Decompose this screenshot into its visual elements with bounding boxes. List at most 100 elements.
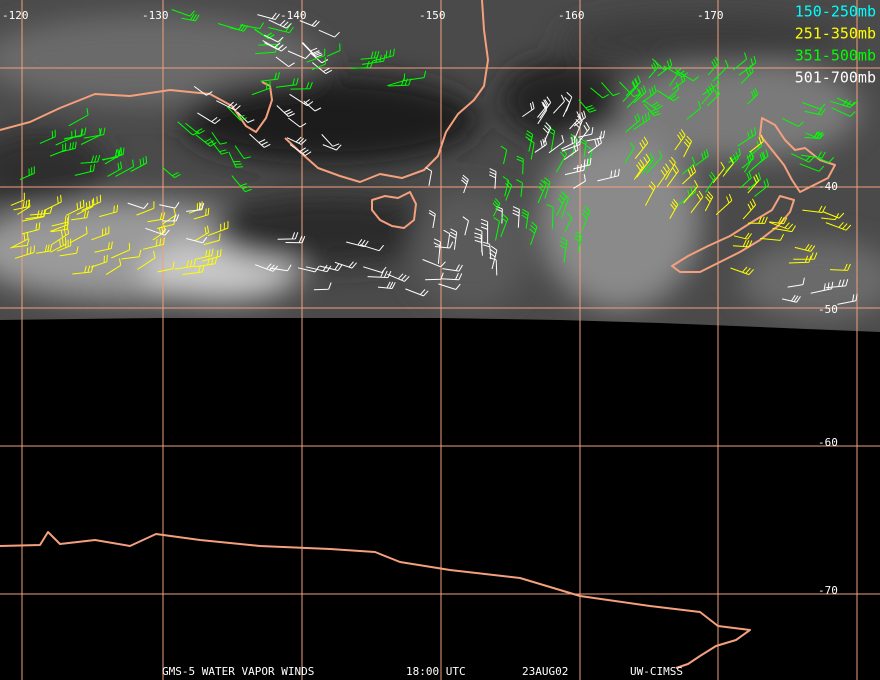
wind-barb bbox=[730, 266, 754, 276]
wind-barb bbox=[142, 237, 165, 250]
wind-barb bbox=[130, 156, 148, 172]
wind-barb bbox=[59, 246, 79, 257]
wind-barb bbox=[619, 81, 641, 98]
wind-barb bbox=[574, 231, 583, 253]
wind-barb bbox=[831, 107, 856, 117]
wind-barb bbox=[306, 48, 326, 63]
wind-barb bbox=[837, 293, 858, 305]
wind-barb bbox=[231, 175, 252, 193]
wind-barb bbox=[740, 64, 754, 85]
wind-barb bbox=[194, 225, 210, 242]
wind-barb bbox=[462, 216, 469, 236]
wind-barb bbox=[194, 248, 214, 260]
wind-barb bbox=[815, 156, 835, 163]
wind-barb bbox=[669, 198, 679, 219]
wind-barb bbox=[559, 237, 568, 263]
wind-barb bbox=[793, 252, 818, 260]
wind-barb bbox=[597, 168, 620, 182]
legend-entry: 251-350mb bbox=[795, 25, 876, 43]
wind-barb bbox=[772, 225, 796, 233]
wind-barb bbox=[625, 113, 641, 133]
wind-barb bbox=[440, 272, 463, 281]
wind-barb bbox=[177, 121, 200, 136]
wind-barb bbox=[769, 216, 788, 225]
wind-barb bbox=[537, 179, 547, 204]
wind-barb bbox=[25, 209, 47, 220]
wind-barb bbox=[480, 218, 489, 244]
wind-barb bbox=[747, 174, 760, 194]
wind-barb bbox=[489, 245, 498, 270]
wind-barb bbox=[802, 205, 827, 213]
wind-barb bbox=[586, 130, 606, 142]
wind-barb bbox=[677, 71, 700, 82]
water-vapor-imagery bbox=[0, 0, 880, 332]
wind-barb bbox=[76, 199, 94, 215]
wind-barb bbox=[434, 241, 454, 249]
wind-barb bbox=[127, 202, 149, 209]
wind-barb bbox=[573, 110, 586, 127]
wind-barb bbox=[644, 181, 656, 206]
australia-coast bbox=[0, 0, 489, 183]
longitude-label: -160 bbox=[558, 9, 585, 22]
wind-barb bbox=[537, 99, 548, 118]
wind-barb bbox=[706, 87, 721, 107]
wind-barb bbox=[387, 73, 406, 87]
coastlines bbox=[0, 0, 836, 669]
wind-barb bbox=[21, 222, 41, 235]
nz-north-coast bbox=[759, 117, 836, 193]
wind-barb bbox=[147, 212, 166, 223]
wind-barb bbox=[493, 217, 500, 241]
wind-barb bbox=[704, 191, 714, 212]
wind-barb bbox=[546, 203, 554, 229]
wind-barb bbox=[290, 82, 313, 90]
footer: GMS-5 WATER VAPOR WINDS 18:00 UTC 23AUG02 U… bbox=[162, 665, 683, 678]
wind-barbs bbox=[10, 9, 858, 305]
wind-barb bbox=[99, 204, 119, 218]
wind-barb bbox=[36, 243, 53, 254]
longitude-label: -130 bbox=[142, 9, 169, 22]
wind-barb bbox=[262, 40, 288, 52]
wind-barb bbox=[289, 144, 312, 156]
wind-barb bbox=[39, 129, 56, 144]
wind-barb bbox=[738, 55, 757, 76]
wind-barb bbox=[821, 213, 840, 221]
wind-barb bbox=[159, 202, 180, 209]
longitude-label: -120 bbox=[2, 9, 29, 22]
wind-barb bbox=[505, 180, 513, 201]
wind-barb bbox=[556, 191, 567, 216]
nz-south-coast bbox=[671, 195, 795, 273]
footer-text: GMS-5 WATER VAPOR WINDS bbox=[162, 665, 314, 678]
wind-barb bbox=[690, 190, 704, 214]
wind-barb bbox=[287, 117, 307, 128]
wind-barb bbox=[781, 117, 804, 127]
wind-barb bbox=[525, 130, 534, 152]
wind-barb bbox=[694, 149, 709, 167]
wind-barb bbox=[360, 50, 380, 60]
wind-barb bbox=[682, 165, 697, 185]
wind-barb bbox=[181, 13, 200, 22]
wind-barb bbox=[683, 135, 693, 158]
wind-barb bbox=[193, 207, 210, 220]
wind-barb bbox=[195, 134, 217, 147]
legend-entry: 351-500mb bbox=[795, 47, 876, 65]
wind-barb bbox=[438, 283, 461, 290]
legend-entry: 150-250mb bbox=[795, 3, 876, 21]
tasmania-coast bbox=[371, 191, 417, 229]
wind-barb bbox=[207, 221, 229, 237]
wind-barb bbox=[732, 52, 748, 71]
wind-barb bbox=[502, 176, 510, 197]
wind-barb bbox=[529, 221, 538, 246]
wind-barb bbox=[442, 264, 463, 272]
wind-barb bbox=[51, 214, 70, 227]
wind-barb bbox=[260, 72, 280, 82]
wind-barb bbox=[733, 232, 753, 240]
wind-barb bbox=[287, 50, 311, 60]
wind-barb bbox=[68, 108, 89, 127]
wind-barb bbox=[836, 97, 858, 106]
wind-barb bbox=[702, 76, 720, 96]
wind-barb bbox=[633, 112, 651, 131]
wind-barb bbox=[656, 163, 670, 188]
wind-barb bbox=[388, 78, 412, 87]
wind-barb bbox=[449, 228, 458, 250]
